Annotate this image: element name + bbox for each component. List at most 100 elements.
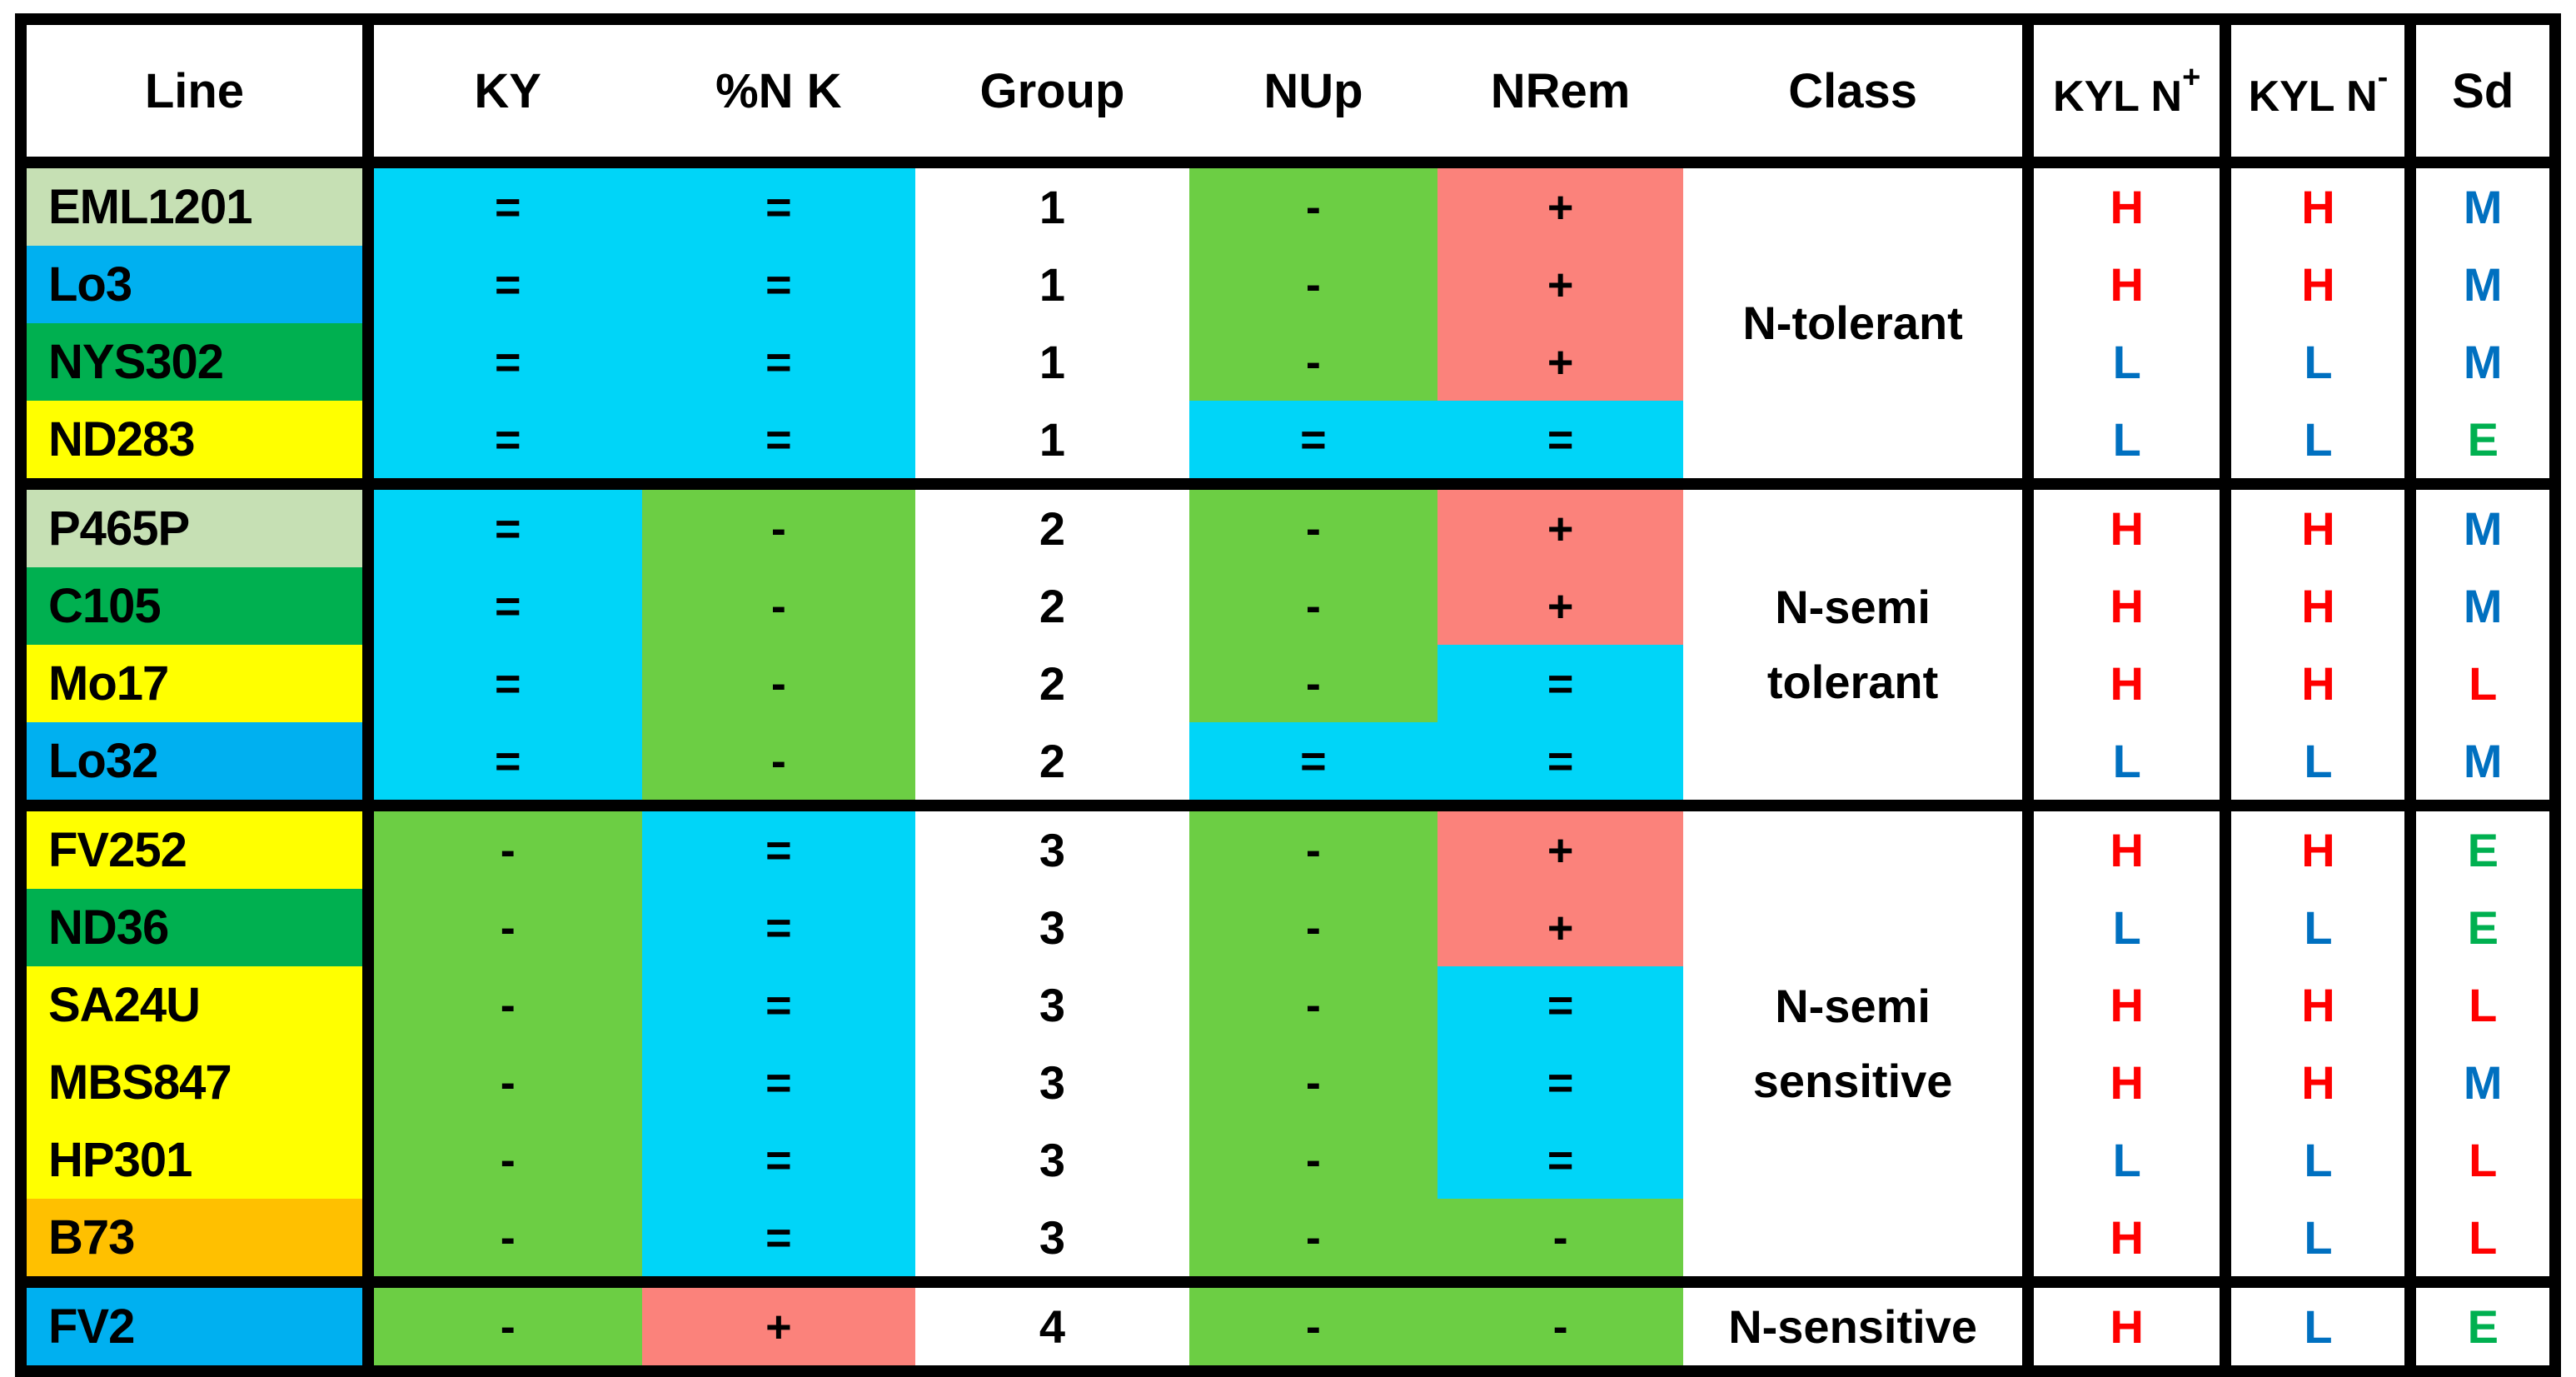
pnk-cell: =: [641, 246, 916, 323]
col-header-line: Line: [21, 19, 374, 168]
table-row: ND36- = 3- + L L E: [21, 889, 2555, 966]
col-header-kyl-nminus: KYL N-: [2225, 19, 2417, 168]
pnk-cell: =: [641, 1199, 916, 1282]
group-cell: 1: [915, 246, 1189, 323]
kyl-nplus-cell: H: [2028, 478, 2232, 567]
group-cell: 1: [915, 401, 1189, 484]
nup-cell: -: [1188, 800, 1438, 889]
col-header-sd: Sd: [2410, 19, 2555, 168]
nup-cell: -: [1188, 966, 1438, 1044]
nup-cell: -: [1188, 889, 1438, 966]
group-cell: 2: [915, 645, 1189, 722]
sd-cell: L: [2410, 645, 2555, 722]
kyl-nplus-cell: H: [2028, 1276, 2232, 1371]
class-cell: N-semi sensitive: [1683, 800, 2035, 1282]
classification-table: Line KY %N K Group NUp NRem Class KYL N+…: [15, 13, 2561, 1377]
nrem-cell: =: [1437, 1044, 1684, 1121]
pnk-cell: =: [641, 323, 916, 401]
line-cell: B73: [21, 1199, 374, 1282]
col-header-group: Group: [915, 19, 1189, 168]
header-row: Line KY %N K Group NUp NRem Class KYL N+…: [21, 19, 2555, 168]
col-header-kyl-nplus: KYL N+: [2028, 19, 2232, 168]
pnk-cell: =: [641, 966, 916, 1044]
kyl-nminus-cell: L: [2225, 1276, 2417, 1371]
sd-cell: L: [2410, 1121, 2555, 1199]
line-cell: SA24U: [21, 966, 374, 1044]
line-cell: P465P: [21, 478, 374, 567]
kyl-nplus-cell: L: [2028, 1121, 2232, 1199]
group-cell: 2: [915, 478, 1189, 567]
pnk-cell: -: [641, 722, 916, 806]
table-row: FV252- = 3- + N-semi sensitive H H E: [21, 800, 2555, 1282]
nup-cell: -: [1188, 478, 1438, 567]
nup-cell: -: [1188, 246, 1438, 323]
kyl-nminus-cell: H: [2225, 246, 2417, 323]
line-cell: MBS847: [21, 1044, 374, 1121]
kyl-nminus-cell: L: [2225, 401, 2417, 484]
class-cell: N-tolerant: [1683, 162, 2035, 484]
ky-cell: =: [367, 722, 642, 806]
header-superscript: -: [2377, 60, 2389, 95]
ky-cell: -: [367, 1199, 642, 1282]
nrem-cell: -: [1437, 1199, 1684, 1282]
kyl-nplus-cell: H: [2028, 1199, 2232, 1282]
nup-cell: =: [1188, 722, 1438, 806]
kyl-nminus-cell: L: [2225, 1121, 2417, 1199]
nrem-cell: +: [1437, 800, 1684, 889]
nrem-cell: +: [1437, 567, 1684, 645]
kyl-nminus-cell: H: [2225, 966, 2417, 1044]
nrem-cell: =: [1437, 645, 1684, 722]
kyl-nplus-cell: H: [2028, 246, 2232, 323]
kyl-nplus-cell: L: [2028, 722, 2232, 806]
pnk-cell: =: [641, 401, 916, 484]
group-cell: 1: [915, 162, 1189, 246]
kyl-nplus-cell: L: [2028, 401, 2232, 484]
nrem-cell: -: [1437, 1276, 1684, 1371]
group-cell: 3: [915, 1199, 1189, 1282]
table-row: NYS302 = = 1- + L L M: [21, 323, 2555, 401]
kyl-nplus-cell: H: [2028, 567, 2232, 645]
nup-cell: -: [1188, 567, 1438, 645]
nup-cell: -: [1188, 1121, 1438, 1199]
ky-cell: -: [367, 1121, 642, 1199]
table-row: SA24U - = 3- = H H L: [21, 966, 2555, 1044]
group-cell: 3: [915, 800, 1189, 889]
sd-cell: M: [2410, 246, 2555, 323]
nrem-cell: =: [1437, 401, 1684, 484]
nrem-cell: +: [1437, 478, 1684, 567]
table-row: C105 = -2- + H H M: [21, 567, 2555, 645]
table-row: B73- = 3- - H L L: [21, 1199, 2555, 1282]
pnk-cell: =: [641, 162, 916, 246]
ky-cell: =: [367, 162, 642, 246]
kyl-nplus-cell: H: [2028, 1044, 2232, 1121]
kyl-nplus-cell: L: [2028, 323, 2232, 401]
sd-cell: E: [2410, 889, 2555, 966]
kyl-nplus-cell: H: [2028, 645, 2232, 722]
header-label: KYL N: [2053, 72, 2183, 121]
ky-cell: -: [367, 889, 642, 966]
col-header-class: Class: [1683, 19, 2035, 168]
ky-cell: =: [367, 567, 642, 645]
ky-cell: -: [367, 966, 642, 1044]
table-row: Lo3 = = 1- + H H M: [21, 246, 2555, 323]
sd-cell: E: [2410, 800, 2555, 889]
nup-cell: -: [1188, 1276, 1438, 1371]
line-cell: HP301: [21, 1121, 374, 1199]
kyl-nplus-cell: H: [2028, 966, 2232, 1044]
pnk-cell: =: [641, 800, 916, 889]
sd-cell: M: [2410, 1044, 2555, 1121]
ky-cell: =: [367, 401, 642, 484]
nrem-cell: +: [1437, 246, 1684, 323]
group-cell: 2: [915, 567, 1189, 645]
group-cell: 3: [915, 966, 1189, 1044]
line-cell: Mo17: [21, 645, 374, 722]
nrem-cell: =: [1437, 966, 1684, 1044]
col-header-nup: NUp: [1188, 19, 1438, 168]
table-row: Mo17 = -2- = H H L: [21, 645, 2555, 722]
line-cell: ND36: [21, 889, 374, 966]
ky-cell: =: [367, 478, 642, 567]
group-cell: 2: [915, 722, 1189, 806]
table-body: EML1201 = = 1- + N-tolerant H H M Lo3 = = 1- + H H M NYS3…: [21, 162, 2555, 1371]
nup-cell: -: [1188, 323, 1438, 401]
